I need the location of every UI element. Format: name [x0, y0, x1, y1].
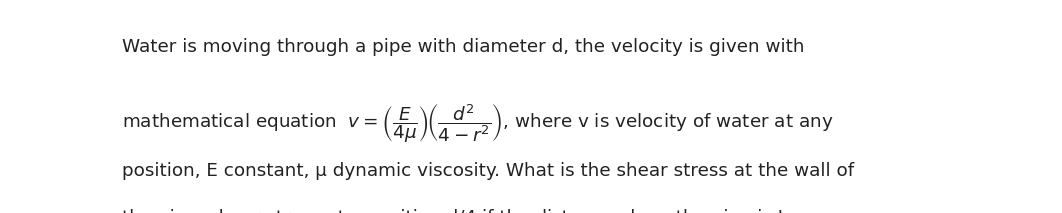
Text: the pipe, shear stress at a position d/4 if the distance along the pipe is L: the pipe, shear stress at a position d/4…: [122, 209, 788, 213]
Text: position, E constant, μ dynamic viscosity. What is the shear stress at the wall : position, E constant, μ dynamic viscosit…: [122, 162, 854, 180]
Text: mathematical equation  $v = \left(\dfrac{E}{4\mu}\right)\!\left(\dfrac{d^2}{4-r^: mathematical equation $v = \left(\dfrac{…: [122, 102, 834, 145]
Text: Water is moving through a pipe with diameter d, the velocity is given with: Water is moving through a pipe with diam…: [122, 38, 805, 56]
